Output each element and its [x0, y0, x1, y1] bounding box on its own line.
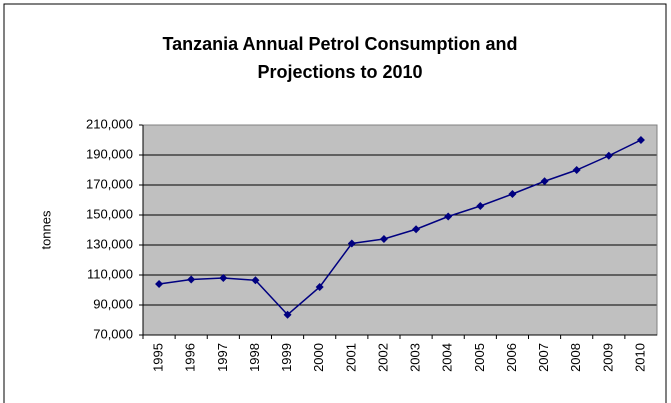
data-point: [540, 177, 549, 186]
y-tick-label: 190,000: [86, 146, 133, 161]
data-point: [219, 274, 228, 282]
x-tick-label: 2009: [600, 343, 615, 372]
data-point: [155, 280, 164, 288]
data-point: [572, 166, 581, 174]
data-point: [412, 225, 421, 234]
x-tick-label: 2010: [632, 343, 647, 372]
data-point: [508, 190, 517, 198]
x-tick-label: 2003: [408, 343, 423, 372]
x-tick-label: 2001: [343, 343, 358, 372]
data-point: [379, 235, 388, 243]
series-line: [158, 139, 642, 316]
chart-title: Tanzania Annual Petrol Consumption and: [162, 34, 517, 54]
x-tick-label: 1996: [183, 343, 198, 372]
x-tick-label: 2007: [536, 343, 551, 372]
data-point: [476, 202, 485, 210]
data-point: [604, 151, 613, 160]
data-point: [251, 276, 260, 285]
y-tick-label: 90,000: [93, 296, 133, 311]
y-tick-label: 150,000: [86, 206, 133, 221]
plot-area: [143, 125, 657, 335]
data-point: [187, 275, 196, 284]
x-tick-label: 2008: [568, 343, 583, 372]
x-tick-label: 1997: [215, 343, 230, 372]
chart-subtitle: Projections to 2010: [257, 62, 422, 82]
data-point: [283, 310, 292, 319]
y-tick-label: 70,000: [93, 326, 133, 341]
x-tick-label: 2004: [440, 343, 455, 372]
x-tick-label: 2002: [375, 343, 390, 372]
data-point: [315, 283, 324, 291]
y-tick-label: 170,000: [86, 176, 133, 191]
x-tick-label: 2005: [472, 343, 487, 372]
x-tick-label: 1998: [247, 343, 262, 372]
x-tick-label: 1995: [151, 343, 166, 372]
x-tick-label: 2000: [311, 343, 326, 372]
y-axis-label: tonnes: [38, 210, 53, 250]
data-point: [636, 136, 645, 144]
y-tick-label: 110,000: [87, 266, 133, 281]
data-point: [347, 239, 356, 248]
x-tick-label: 2006: [504, 343, 519, 372]
y-tick-label: 130,000: [86, 236, 133, 251]
x-tick-label: 1999: [279, 343, 294, 372]
data-point: [444, 212, 453, 221]
y-tick-label: 210,000: [86, 116, 133, 131]
